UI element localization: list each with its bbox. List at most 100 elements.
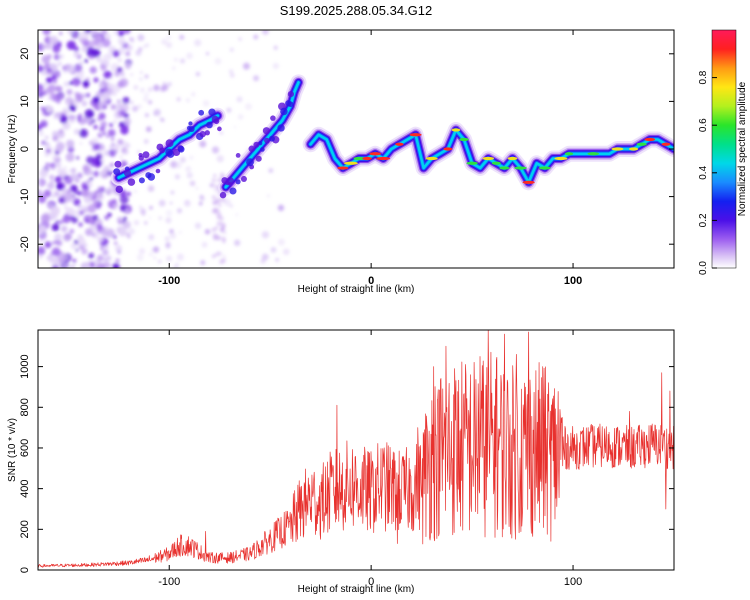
spectrogram-noise-blob: [77, 238, 87, 247]
spectrogram-ridge-blob: [123, 169, 132, 177]
spectrogram-noise-blob: [147, 185, 155, 192]
spectrogram-noise-blob: [71, 216, 78, 224]
spectrogram-noise-blob: [113, 241, 118, 245]
spectrogram-noise-blob: [120, 126, 129, 135]
spectrogram-ridge-blob: [114, 160, 122, 168]
colorbar-tick-label: 0.4: [698, 165, 709, 179]
spectrogram-noise-blob: [92, 142, 101, 151]
spectrogram-noise-blob: [41, 44, 47, 50]
spectrogram-ridge-blob: [269, 135, 275, 142]
spectrogram-noise-blob: [226, 107, 232, 113]
spectrogram-noise-blob: [65, 207, 75, 217]
spectrogram-noise-blob: [97, 236, 104, 243]
spectrogram-noise-blob: [153, 108, 161, 117]
spectrogram-noise-blob: [137, 104, 143, 109]
spectrogram-noise-blob: [170, 190, 175, 195]
spectrogram-noise-blob: [191, 92, 196, 97]
spectrogram-noise-blob: [58, 197, 65, 204]
spectrogram-noise-blob: [117, 138, 124, 145]
spectrogram-noise-blob: [144, 113, 150, 118]
spectrogram-noise-blob: [133, 219, 140, 226]
spectrogram-noise-blob: [63, 263, 68, 268]
spectrogram-ridge-blob: [213, 118, 220, 125]
spectrogram-noise-blob: [59, 54, 64, 59]
spectrogram-noise-blob: [147, 86, 153, 92]
spectrogram-x-label: Height of straight line (km): [298, 284, 415, 295]
spectrogram-noise-blob: [77, 204, 82, 209]
spectrogram-noise-blob: [219, 229, 222, 232]
spectrogram-noise-blob: [81, 46, 88, 53]
spectrogram-ridge-blob: [253, 141, 260, 148]
spectrogram-noise-blob: [55, 112, 61, 118]
spectrogram-noise-blob: [61, 189, 68, 195]
spectrogram-noise-blob: [51, 241, 56, 245]
spectrogram-noise-blob: [43, 82, 48, 87]
spectrogram-noise-blob: [105, 82, 109, 86]
spectrogram-ridge-blob: [147, 173, 156, 181]
spectrogram-noise-blob: [124, 208, 130, 214]
spectrogram-noise-blob: [81, 93, 87, 99]
spectrogram-noise-blob: [222, 240, 226, 244]
snr-panel: -100 0 100 0 200 400 600 800 1000 Height of str…: [7, 329, 675, 595]
spectrogram-noise-blob: [87, 204, 97, 213]
spectrogram-noise-blob: [223, 231, 227, 234]
spectrogram-ridge-peak: [522, 180, 535, 184]
spectrogram-noise-blob: [214, 226, 219, 230]
spectrogram-noise-blob: [59, 31, 63, 36]
spectrogram-noise-blob: [109, 162, 115, 168]
spectrogram-noise-blob: [230, 73, 235, 78]
spectrogram-noise-blob: [149, 205, 153, 210]
spectrogram-noise-blob: [71, 77, 81, 87]
spectrogram-noise-blob: [54, 150, 60, 156]
spectrogram-noise-blob: [117, 36, 126, 45]
spectrogram-noise-blob: [82, 208, 88, 213]
spectrogram-noise-blob: [233, 125, 237, 129]
spectrogram-ridge-peak: [369, 152, 382, 156]
spectrogram-ridge-blob: [217, 126, 222, 132]
spectrogram-noise-blob: [211, 195, 217, 200]
spectrogram-noise-blob: [236, 96, 243, 103]
spectrogram-ridge-blob: [221, 177, 228, 184]
spectrogram-noise-blob: [103, 251, 109, 257]
spectrogram-noise-blob: [176, 208, 183, 214]
spectrogram-noise-blob: [73, 46, 80, 52]
spectrogram-noise-blob: [48, 95, 53, 101]
spectrogram-noise-blob: [64, 65, 70, 71]
spectrogram-ridge-blob: [115, 185, 123, 194]
spectrogram-ridge-peak: [491, 161, 501, 165]
spectrogram-noise-blob: [98, 112, 106, 120]
spectrogram-noise-blob: [129, 36, 134, 42]
spectrogram-noise-blob: [78, 117, 87, 125]
spectrogram-noise-blob: [76, 172, 83, 179]
spectrogram-noise-blob: [99, 125, 106, 132]
spectrogram-ridge-blob: [264, 137, 270, 144]
spectrogram-noise-blob: [229, 47, 234, 52]
snr-y-tick-label: 600: [19, 439, 31, 457]
spectrogram-noise-blob: [106, 95, 110, 99]
spectrogram-noise-blob: [110, 137, 115, 141]
spectrogram-noise-blob: [221, 258, 226, 263]
spectrogram-noise-blob: [160, 118, 165, 122]
spectrogram-noise-blob: [218, 213, 222, 217]
spectrogram-noise-blob: [185, 97, 191, 103]
spectrogram-noise-blob: [70, 30, 80, 39]
spectrogram-noise-blob: [161, 83, 169, 91]
spectrogram-noise-blob: [73, 198, 81, 206]
spectrogram-noise-blob: [100, 169, 110, 179]
spectrogram-noise-blob: [96, 262, 106, 268]
snr-y-label: SNR (10 * v/v): [7, 418, 18, 482]
spectrogram-noise-blob: [82, 264, 90, 268]
spectrogram-noise-blob: [148, 234, 155, 241]
spectrogram-noise-blob: [138, 247, 146, 255]
spectrogram-noise-blob: [130, 73, 134, 77]
spectrogram-noise-blob: [233, 239, 241, 247]
spectrogram-noise-blob: [165, 217, 172, 224]
spectrogram-noise-blob: [84, 59, 88, 63]
spectrogram-noise-blob: [95, 192, 105, 202]
spectrogram-noise-blob: [105, 188, 113, 195]
spectrogram-noise-blob: [123, 216, 127, 221]
spectrogram-noise-blob: [164, 236, 170, 242]
spectrogram-y-tick-label: 0: [19, 146, 31, 152]
spectrogram-ridge-peak: [554, 156, 568, 161]
spectrogram-noise-blob: [129, 100, 134, 105]
